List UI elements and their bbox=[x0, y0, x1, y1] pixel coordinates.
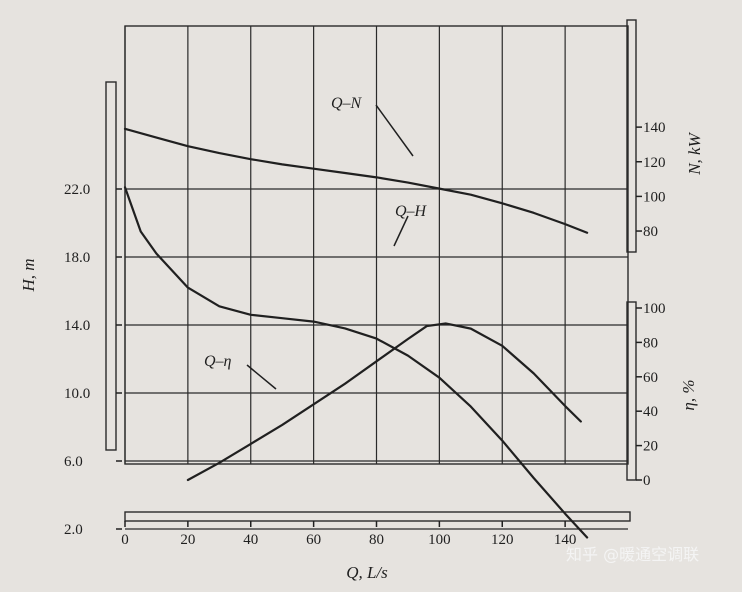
q-n-leader-line bbox=[375, 104, 414, 157]
h-axis: 2.0 6.0 10.0 14.0 18.0 22.0 H, m bbox=[19, 81, 122, 538]
plot-area bbox=[124, 25, 629, 530]
eta-axis-bar bbox=[626, 301, 637, 481]
eta-axis: 0 20 40 60 80 100 η, % bbox=[626, 301, 698, 489]
q-n-annotation: Q–N bbox=[331, 95, 363, 112]
h-axis-tick-label: 2.0 bbox=[64, 522, 83, 538]
q-h-leader-line bbox=[393, 215, 409, 247]
grid-lines bbox=[124, 26, 628, 530]
q-eta-annotation: Q–η bbox=[204, 353, 232, 370]
h-axis-tick-label: 10.0 bbox=[64, 386, 90, 402]
q-axis-tick-label: 0 bbox=[121, 532, 129, 548]
n-axis-bar bbox=[626, 19, 637, 253]
q-axis-tick-label: 20 bbox=[180, 532, 195, 548]
q-axis-label: Q, L/s bbox=[346, 563, 388, 582]
series-line-2 bbox=[186, 322, 582, 482]
axes: 2.0 6.0 10.0 14.0 18.0 22.0 H, m 80 100 120 140 N, … bbox=[19, 19, 704, 582]
n-axis-tick-label: 100 bbox=[643, 189, 666, 205]
n-axis-tick-label: 120 bbox=[643, 155, 666, 171]
h-axis-label: H, m bbox=[19, 258, 38, 292]
annotations: Q–N Q–H Q–η bbox=[204, 95, 428, 390]
h-axis-tick-label: 14.0 bbox=[64, 318, 90, 334]
h-axis-tick-label: 22.0 bbox=[64, 182, 90, 198]
series-layer bbox=[123, 127, 589, 539]
n-axis: 80 100 120 140 N, kW bbox=[626, 19, 704, 253]
q-axis-tick-label: 80 bbox=[369, 532, 384, 548]
h-axis-tick-label: 6.0 bbox=[64, 454, 83, 470]
h-axis-tick-label: 18.0 bbox=[64, 250, 90, 266]
eta-axis-tick-label: 0 bbox=[643, 473, 651, 489]
eta-axis-tick-label: 100 bbox=[643, 301, 666, 317]
eta-axis-tick-label: 20 bbox=[643, 439, 658, 455]
eta-axis-tick-label: 40 bbox=[643, 404, 658, 420]
q-axis-bar bbox=[124, 511, 631, 522]
q-axis-tick-label: 120 bbox=[491, 532, 514, 548]
series-line-1 bbox=[123, 186, 589, 539]
q-axis-tick-label: 60 bbox=[306, 532, 321, 548]
n-axis-tick-label: 80 bbox=[643, 224, 658, 240]
n-axis-label: N, kW bbox=[685, 131, 704, 175]
q-axis-tick-label: 140 bbox=[554, 532, 577, 548]
eta-axis-tick-label: 80 bbox=[643, 335, 658, 351]
q-axis-tick-label: 40 bbox=[243, 532, 258, 548]
eta-axis-label: η, % bbox=[679, 379, 698, 410]
q-axis: 0 20 40 60 80 100 120 140 Q, L/s bbox=[121, 511, 631, 582]
watermark-text: 知乎 @暖通空调联 bbox=[566, 545, 699, 564]
h-axis-bar bbox=[105, 81, 117, 451]
series-line-0 bbox=[123, 127, 589, 234]
q-axis-tick-label: 100 bbox=[428, 532, 451, 548]
q-eta-leader-line bbox=[246, 364, 277, 390]
eta-axis-tick-label: 60 bbox=[643, 370, 658, 386]
q-h-annotation: Q–H bbox=[395, 203, 428, 220]
n-axis-tick-label: 140 bbox=[643, 120, 666, 136]
